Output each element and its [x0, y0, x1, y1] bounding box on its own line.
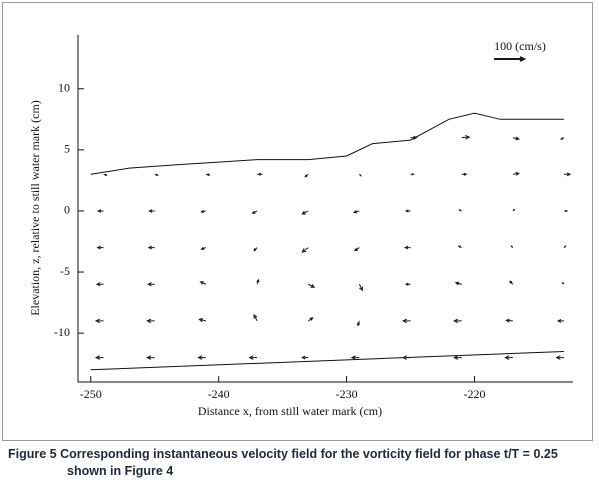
velocity-arrow: [404, 282, 411, 286]
velocity-arrow: [564, 209, 569, 213]
velocity-arrow: [257, 172, 263, 176]
velocity-arrow: [352, 209, 360, 214]
velocity-arrow: [560, 137, 565, 140]
velocity-arrow: [253, 313, 258, 322]
velocity-arrow: [256, 278, 260, 285]
velocity-arrow: [505, 318, 513, 323]
caption-label: Figure 5: [8, 447, 57, 461]
velocity-arrow: [198, 318, 207, 323]
velocity-arrow: [95, 282, 104, 287]
velocity-arrow: [147, 282, 155, 287]
velocity-arrow: [146, 355, 155, 360]
velocity-arrow: [556, 318, 565, 323]
velocity-arrow: [103, 173, 108, 176]
velocity-arrow: [410, 173, 415, 176]
velocity-arrow: [251, 210, 258, 214]
x-tick-label: -220: [464, 387, 486, 401]
velocity-arrow: [461, 134, 471, 140]
velocity-arrow: [197, 355, 206, 360]
boundary-line: [90, 350, 565, 371]
chart: Distance x, from still water mark (cm) E…: [28, 35, 573, 418]
velocity-arrow: [357, 320, 361, 327]
velocity-arrow: [301, 247, 309, 253]
velocity-arrow: [200, 209, 207, 214]
velocity-arrow: [154, 173, 159, 176]
y-axis-label: Elevation, z, relative to still water ma…: [28, 100, 42, 316]
velocity-arrow: [512, 136, 520, 141]
velocity-arrow: [148, 209, 155, 213]
velocity-arrow: [96, 245, 104, 250]
y-tick-label: -5: [60, 264, 70, 278]
velocity-arrow: [453, 355, 462, 360]
y-tick-label: 5: [64, 142, 70, 156]
velocity-arrow: [401, 318, 411, 324]
velocity-arrow: [458, 209, 462, 212]
velocity-arrow: [410, 135, 418, 140]
boundary-line: [90, 112, 565, 175]
velocity-arrow: [253, 247, 258, 252]
x-tick-label: -230: [336, 387, 358, 401]
velocity-arrow: [561, 281, 565, 285]
velocity-arrow: [401, 355, 411, 360]
velocity-arrow: [555, 355, 565, 360]
velocity-arrow: [199, 281, 207, 285]
velocity-arrow: [94, 318, 104, 324]
velocity-arrow: [564, 172, 572, 177]
scale-label: 100 (cm/s): [494, 39, 546, 53]
velocity-arrow: [248, 355, 258, 360]
scale-arrow: [494, 56, 527, 62]
velocity-arrow: [509, 280, 514, 285]
velocity-arrow: [94, 355, 104, 360]
x-axis-label: Distance x, from still water mark (cm): [198, 404, 382, 418]
velocity-arrow: [146, 318, 155, 324]
velocity-arrow: [512, 208, 516, 212]
velocity-arrow: [504, 355, 513, 360]
velocity-arrow: [457, 245, 462, 249]
figure-frame: [2, 2, 593, 441]
y-tick-label: 0: [64, 203, 70, 217]
y-tick-label: -10: [54, 325, 70, 339]
velocity-arrow: [453, 318, 462, 324]
velocity-arrow: [97, 209, 104, 213]
velocity-arrow: [461, 172, 468, 176]
velocity-arrow: [358, 284, 363, 292]
caption: Figure 5 Corresponding instantaneous vel…: [8, 446, 593, 480]
velocity-arrow: [304, 173, 309, 178]
x-tick-label: -250: [80, 387, 102, 401]
velocity-arrow: [205, 173, 211, 176]
velocity-arrow: [512, 171, 520, 176]
velocity-arrow: [308, 283, 316, 288]
x-tick-label: -240: [208, 387, 230, 401]
velocity-arrow: [404, 245, 411, 250]
velocity-arrow: [454, 281, 462, 286]
velocity-arrow: [307, 317, 314, 322]
velocity-arrow: [301, 355, 309, 360]
velocity-arrow: [200, 246, 207, 250]
velocity-arrow: [353, 247, 360, 252]
y-tick-label: 10: [58, 81, 70, 95]
velocity-arrow: [510, 245, 514, 248]
velocity-arrow: [147, 245, 155, 250]
caption-text: Corresponding instantaneous velocity fie…: [60, 447, 558, 478]
velocity-arrow: [404, 209, 411, 213]
velocity-arrow: [359, 173, 362, 177]
velocity-arrow: [301, 210, 309, 215]
velocity-arrow: [563, 245, 567, 248]
velocity-arrow: [350, 355, 360, 360]
